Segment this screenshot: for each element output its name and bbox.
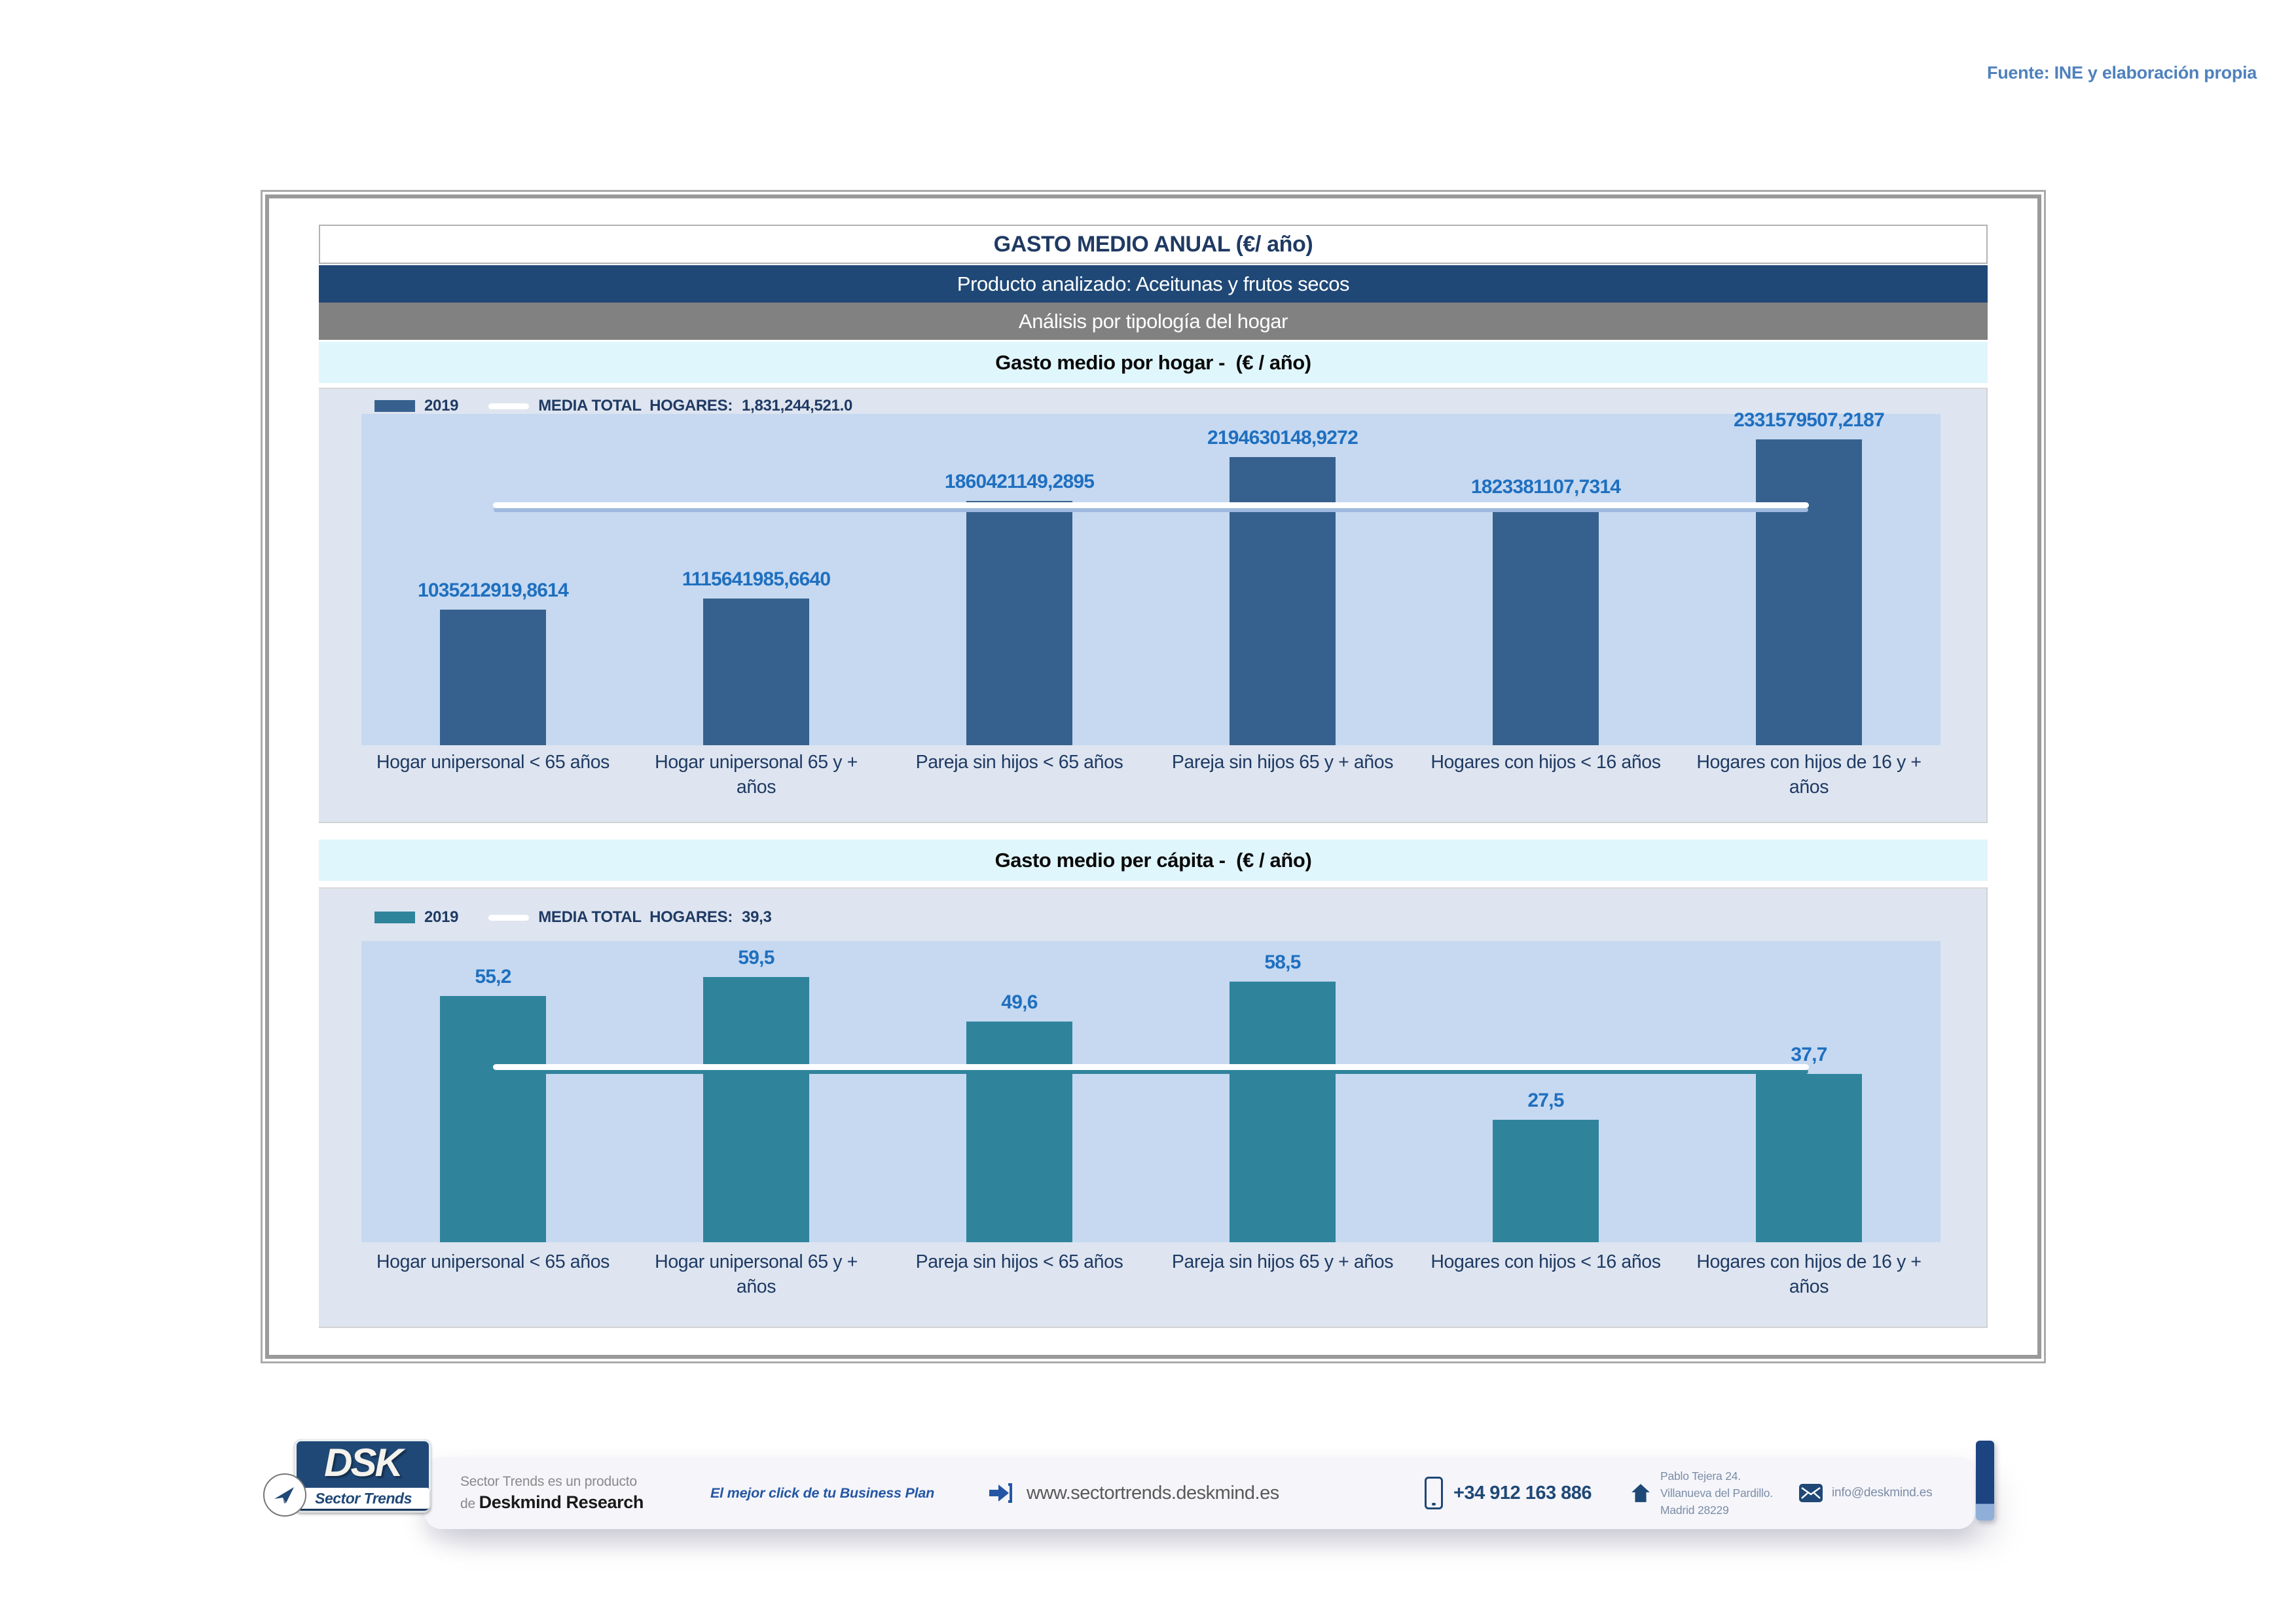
- category-label-1: Hogar unipersonal < 65 años: [376, 1251, 610, 1272]
- category-label-1: Hogar unipersonal < 65 años: [376, 752, 610, 773]
- category-labels: Hogar unipersonal < 65 años Hogar unipers…: [361, 750, 1941, 800]
- legend-year-swatch: [374, 400, 415, 412]
- footer-card: Sector Trends es un producto de Deskmind…: [424, 1457, 1975, 1529]
- report-title: GASTO MEDIO ANUAL (€/ año): [319, 225, 1988, 264]
- bar-4: [1230, 981, 1336, 1242]
- category-label-3: Pareja sin hijos < 65 años: [915, 752, 1123, 773]
- paper-plane-icon: [263, 1473, 306, 1517]
- bar-value-label-6: 2331579507,2187: [1734, 409, 1885, 431]
- category-label-2: Hogar unipersonal 65 y + años: [655, 752, 858, 798]
- email-block: info@deskmind.es: [1799, 1457, 1933, 1529]
- tagline-wrap: El mejor click de tu Business Plan: [710, 1457, 934, 1529]
- dsk-logo: DSK Sector Trends: [263, 1438, 440, 1530]
- bar-value-label-1: 55,2: [475, 966, 511, 988]
- phone-number: +34 912 163 886: [1453, 1482, 1592, 1504]
- category-label-6: Hogares con hijos de 16 y + años: [1696, 752, 1922, 798]
- bar-6: [1756, 439, 1862, 745]
- bar-5: [1493, 506, 1599, 745]
- email: info@deskmind.es: [1832, 1486, 1933, 1500]
- tagline: El mejor click de tu Business Plan: [710, 1485, 935, 1501]
- media-total-line: [492, 502, 1809, 508]
- legend-year-label: 2019: [424, 908, 459, 926]
- legend-year-swatch: [374, 912, 415, 923]
- address-block: Pablo Tejera 24. Villanueva del Pardillo.…: [1630, 1457, 1773, 1529]
- website-url: www.sectortrends.deskmind.es: [1027, 1482, 1279, 1504]
- credit-line1: Sector Trends es un producto: [460, 1473, 637, 1489]
- legend-year-label: 2019: [424, 397, 459, 415]
- legend-media-line-swatch: [488, 403, 530, 409]
- category-label-5: Hogares con hijos < 16 años: [1430, 752, 1661, 773]
- envelope-icon: [1799, 1484, 1823, 1502]
- legend-media-label: MEDIA TOTAL HOGARES:: [538, 397, 733, 415]
- category-label-3: Pareja sin hijos < 65 años: [915, 1251, 1123, 1272]
- bar-5: [1493, 1119, 1599, 1242]
- plot-area: 55,2 59,5 49,6 58,5 27,5 37,7: [361, 941, 1941, 1242]
- bar-value-label-3: 49,6: [1001, 991, 1038, 1013]
- arrow-icon: [989, 1483, 1012, 1503]
- chart-legend: 2019 MEDIA TOTAL HOGARES: 1,831,244,521.…: [374, 397, 852, 415]
- analysis-banner: Análisis por tipología del hogar: [319, 303, 1988, 340]
- section-title-gasto-capita: Gasto medio per cápita - (€ / año): [319, 840, 1988, 881]
- category-label-5: Hogares con hijos < 16 años: [1430, 1251, 1661, 1272]
- bar-value-label-2: 1115641985,6640: [682, 568, 831, 591]
- bar-value-label-4: 58,5: [1264, 951, 1301, 973]
- dsk-logo-text: DSK: [324, 1441, 403, 1485]
- bar-3: [966, 501, 1072, 745]
- legend-media-value: 1,831,244,521.0: [742, 397, 853, 415]
- bar-value-label-5: 1823381107,7314: [1470, 475, 1621, 498]
- bar-value-label-6: 37,7: [1791, 1044, 1827, 1066]
- bar-3: [966, 1021, 1072, 1242]
- report-frame-inner: GASTO MEDIO ANUAL (€/ año) Producto anal…: [265, 194, 2041, 1359]
- credit-line2: de Deskmind Research: [460, 1492, 644, 1512]
- chart-gasto-medio-per-capita: 2019 MEDIA TOTAL HOGARES: 39,3 55,2 59,5 4…: [319, 887, 1988, 1328]
- address: Pablo Tejera 24. Villanueva del Pardillo.…: [1660, 1469, 1773, 1517]
- footer-ribbon: [1976, 1441, 1994, 1521]
- phone-block: +34 912 163 886: [1425, 1457, 1592, 1529]
- legend-media-label: MEDIA TOTAL HOGARES:: [538, 908, 733, 926]
- source-note: Fuente: INE y elaboración propia: [1987, 63, 2257, 83]
- plot-area: 1035212919,8614 1115641985,6640 1860421149…: [361, 409, 1941, 745]
- bar-2: [703, 977, 809, 1242]
- credit-company: Deskmind Research: [479, 1492, 644, 1512]
- category-label-2: Hogar unipersonal 65 y + años: [655, 1251, 858, 1297]
- category-label-4: Pareja sin hijos 65 y + años: [1171, 752, 1394, 773]
- product-credit: Sector Trends es un producto de Deskmind…: [460, 1457, 644, 1529]
- bar-6: [1756, 1074, 1862, 1242]
- house-icon: [1631, 1484, 1650, 1502]
- bar-value-label-3: 1860421149,2895: [944, 471, 1095, 493]
- bar-value-label-4: 2194630148,9272: [1207, 427, 1358, 449]
- section-title-gasto-hogar: Gasto medio por hogar - (€ / año): [319, 342, 1988, 383]
- bar-4: [1230, 457, 1336, 745]
- website-block: www.sectortrends.deskmind.es: [989, 1457, 1279, 1529]
- category-label-6: Hogares con hijos de 16 y + años: [1696, 1251, 1922, 1297]
- category-labels: Hogar unipersonal < 65 años Hogar unipers…: [361, 1250, 1941, 1299]
- bar-value-label-1: 1035212919,8614: [418, 579, 569, 601]
- bar-2: [703, 599, 809, 745]
- chart-legend: 2019 MEDIA TOTAL HOGARES: 39,3: [374, 908, 772, 927]
- bar-value-label-5: 27,5: [1527, 1089, 1564, 1111]
- phone-icon: [1425, 1477, 1443, 1509]
- category-label-4: Pareja sin hijos 65 y + años: [1171, 1251, 1394, 1272]
- media-total-line: [492, 1064, 1809, 1071]
- dsk-logo-subtitle: Sector Trends: [297, 1488, 429, 1509]
- chart-gasto-medio-por-hogar: 2019 MEDIA TOTAL HOGARES: 1,831,244,521.…: [319, 388, 1988, 823]
- product-banner: Producto analizado: Aceitunas y frutos s…: [319, 265, 1988, 303]
- legend-media-value: 39,3: [742, 908, 772, 926]
- legend-media-line-swatch: [488, 914, 530, 921]
- bar-1: [439, 609, 546, 745]
- bar-value-label-2: 59,5: [738, 947, 774, 969]
- report-frame: GASTO MEDIO ANUAL (€/ año) Producto anal…: [261, 190, 2046, 1363]
- bar-1: [439, 996, 546, 1242]
